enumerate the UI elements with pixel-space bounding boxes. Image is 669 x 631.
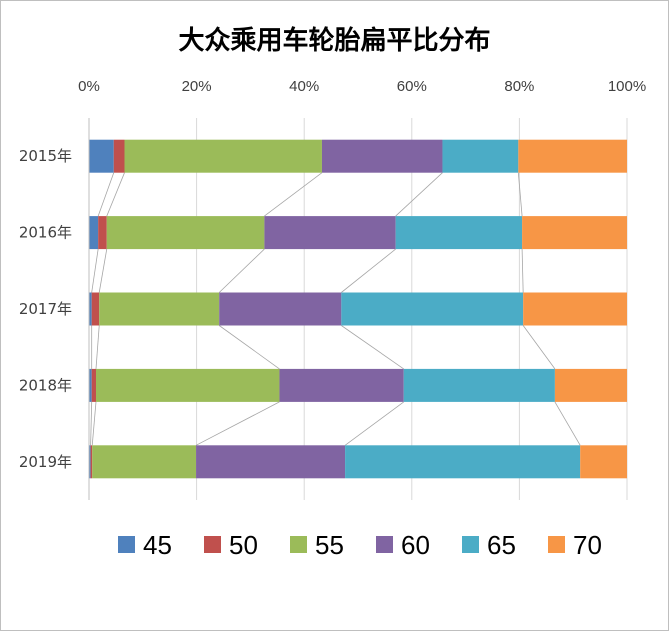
series-line (522, 325, 556, 370)
legend-label: 45 (143, 530, 172, 560)
bar-segment (395, 216, 523, 250)
x-tick-label: 40% (289, 78, 319, 95)
bar-segment (554, 368, 627, 402)
bar-segment (106, 216, 265, 250)
series-line (97, 172, 115, 217)
bar-segment (98, 216, 107, 250)
series-line (98, 249, 108, 293)
bar-segment (89, 445, 91, 479)
category-label: 2015年 (19, 147, 72, 165)
legend-swatch (118, 536, 135, 553)
bar-segment (341, 292, 524, 326)
bar-segment (91, 292, 100, 326)
series-line (554, 401, 581, 446)
bar-segment (403, 368, 555, 402)
series-line (106, 172, 125, 217)
series-line (218, 325, 280, 370)
bar-segment (219, 292, 342, 326)
bar-segment (113, 139, 125, 173)
bar-segment (89, 292, 92, 326)
bar-segment (92, 445, 197, 479)
bar-segment (124, 139, 322, 173)
series-line (90, 401, 93, 446)
legend-swatch (376, 536, 393, 553)
legend-swatch (204, 536, 221, 553)
legend-label: 60 (401, 530, 430, 560)
series-line (95, 325, 100, 369)
bar-segment (321, 139, 443, 173)
bar-segment (523, 292, 627, 326)
x-tick-label: 60% (397, 78, 427, 95)
legend-swatch (462, 536, 479, 553)
bar-segment (89, 139, 114, 173)
legend-swatch (548, 536, 565, 553)
series-line (218, 248, 265, 293)
chart-title: 大众乘用车轮胎扁平比分布 (178, 26, 491, 56)
series-line (344, 401, 404, 446)
series-line (341, 248, 396, 293)
series-line (521, 249, 524, 293)
series-line (195, 401, 280, 446)
legend-label: 65 (487, 530, 516, 560)
bar-segment (522, 216, 627, 250)
legend-swatch (290, 536, 307, 553)
bar-segment (95, 368, 280, 402)
bar-segment (518, 139, 627, 173)
x-tick-label: 0% (78, 78, 100, 95)
x-tick-label: 80% (504, 78, 534, 95)
legend-label: 55 (315, 530, 344, 560)
bar-segment (264, 216, 396, 250)
category-label: 2018年 (19, 376, 72, 394)
category-label: 2017年 (19, 300, 72, 318)
bar-segment (89, 216, 99, 250)
bar-segment (99, 292, 220, 326)
bar-segment (279, 368, 404, 402)
series-line (395, 172, 443, 217)
series-line (91, 401, 97, 446)
legend-label: 50 (229, 530, 258, 560)
series-line (341, 325, 404, 370)
bar-segment (89, 368, 92, 402)
bar-segment (442, 139, 519, 173)
x-tick-label: 100% (608, 78, 646, 95)
bar-segment (91, 368, 96, 402)
bar-segment (196, 445, 346, 479)
bar-segment (580, 445, 627, 479)
category-label: 2019年 (19, 453, 72, 471)
bar-segment (345, 445, 581, 479)
series-line (91, 249, 99, 293)
bar-segment (90, 445, 93, 479)
x-tick-label: 20% (182, 78, 212, 95)
series-line (517, 172, 523, 217)
category-label: 2016年 (19, 224, 72, 242)
legend-label: 70 (573, 530, 602, 560)
series-line (264, 172, 323, 217)
